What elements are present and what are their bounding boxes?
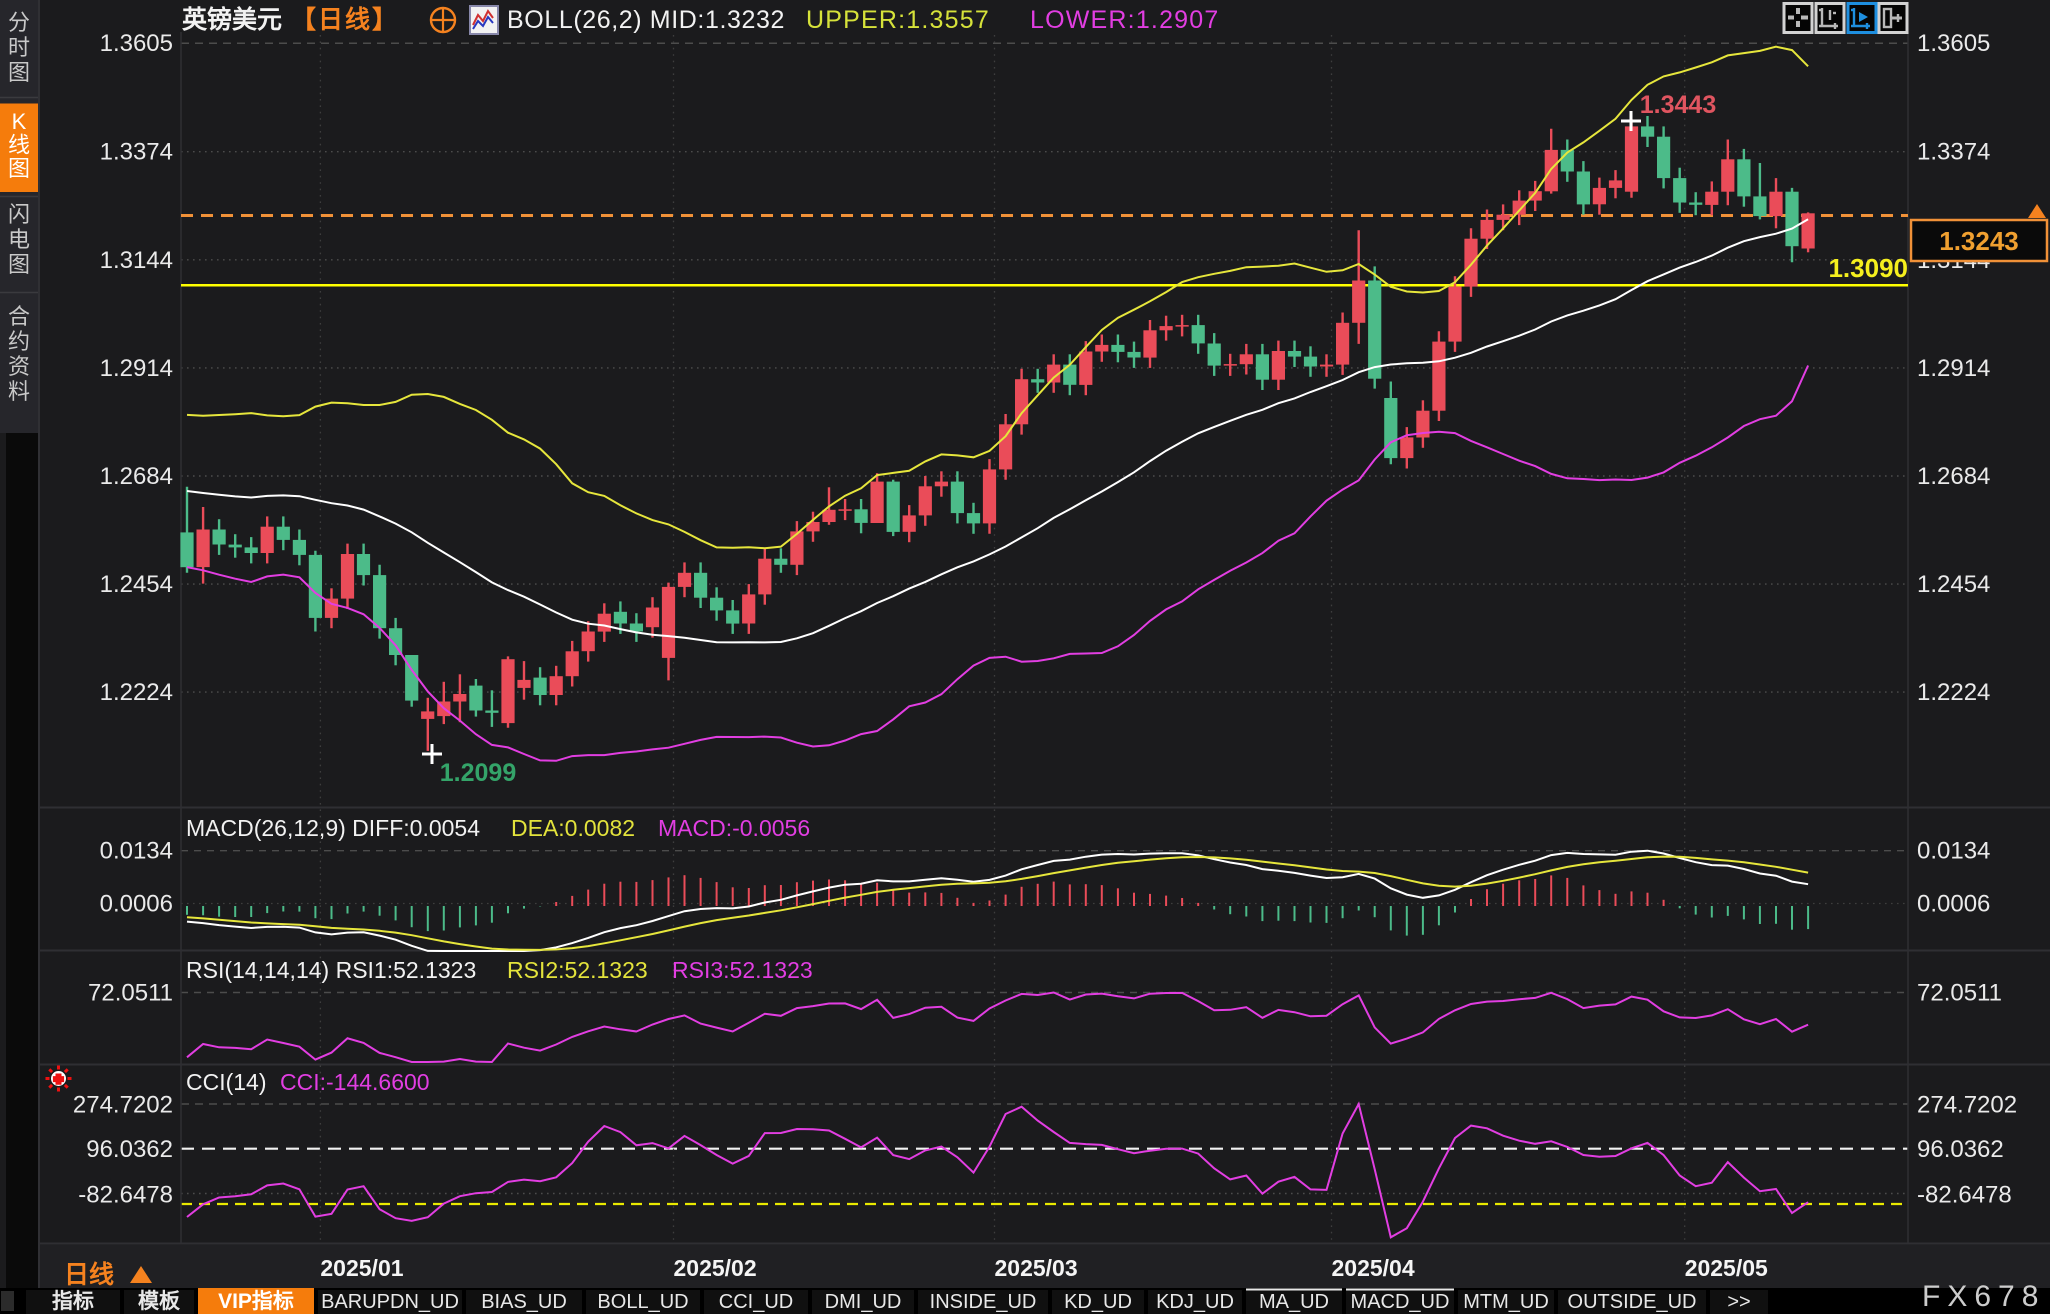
svg-text:BOLL(26,2) MID:1.3232: BOLL(26,2) MID:1.3232: [507, 6, 785, 34]
svg-text:MACD:-0.0056: MACD:-0.0056: [658, 815, 810, 841]
svg-text:VIP指标: VIP指标: [218, 1289, 294, 1313]
svg-text:0.0006: 0.0006: [1917, 891, 1990, 918]
svg-text:0.0006: 0.0006: [100, 891, 173, 918]
svg-text:日线: 日线: [64, 1260, 114, 1289]
svg-text:1.3374: 1.3374: [1917, 139, 1990, 166]
svg-text:KD_UD: KD_UD: [1064, 1291, 1132, 1313]
svg-text:时: 时: [8, 35, 30, 60]
svg-text:MTM_UD: MTM_UD: [1463, 1291, 1549, 1313]
svg-text:1.2454: 1.2454: [1917, 571, 1990, 598]
svg-text:电: 电: [8, 227, 30, 252]
svg-text:1.3605: 1.3605: [100, 30, 173, 57]
svg-text:INSIDE_UD: INSIDE_UD: [930, 1291, 1037, 1313]
svg-text:OUTSIDE_UD: OUTSIDE_UD: [1568, 1291, 1697, 1313]
svg-text:KDJ_UD: KDJ_UD: [1156, 1291, 1234, 1313]
svg-text:1.3243: 1.3243: [1939, 226, 2019, 256]
svg-text:1.2454: 1.2454: [100, 571, 173, 598]
svg-text:-82.6478: -82.6478: [78, 1182, 173, 1209]
svg-text:1.3443: 1.3443: [1640, 91, 1716, 119]
svg-text:FX678: FX678: [1922, 1280, 2045, 1313]
svg-text:图: 图: [8, 60, 30, 85]
svg-text:2025/05: 2025/05: [1685, 1255, 1768, 1281]
svg-text:CCI_UD: CCI_UD: [719, 1291, 793, 1313]
svg-text:英镑美元: 英镑美元: [182, 5, 282, 34]
svg-text:1.3090: 1.3090: [1828, 253, 1908, 283]
svg-text:96.0362: 96.0362: [1917, 1136, 2004, 1163]
svg-text:1.2224: 1.2224: [100, 679, 173, 706]
svg-text:1.2099: 1.2099: [440, 759, 516, 787]
svg-text:MACD_UD: MACD_UD: [1351, 1291, 1450, 1313]
svg-text:图: 图: [8, 252, 30, 277]
svg-text:2025/03: 2025/03: [995, 1255, 1078, 1281]
svg-text:DMI_UD: DMI_UD: [825, 1291, 902, 1313]
svg-text:BOLL_UD: BOLL_UD: [597, 1291, 688, 1313]
svg-text:2025/02: 2025/02: [674, 1255, 757, 1281]
svg-text:2025/04: 2025/04: [1332, 1255, 1415, 1281]
svg-text:0.0134: 0.0134: [100, 838, 173, 865]
svg-text:【日线】: 【日线】: [291, 5, 399, 34]
svg-text:-82.6478: -82.6478: [1917, 1182, 2012, 1209]
svg-text:1.2224: 1.2224: [1917, 679, 1990, 706]
svg-text:1.2914: 1.2914: [100, 355, 173, 382]
svg-text:料: 料: [8, 379, 30, 404]
svg-text:约: 约: [8, 329, 30, 354]
svg-text:分: 分: [8, 10, 30, 35]
svg-text:闪: 闪: [8, 202, 30, 227]
svg-text:MACD(26,12,9) DIFF:0.0054: MACD(26,12,9) DIFF:0.0054: [186, 815, 480, 841]
svg-text:72.0511: 72.0511: [1917, 980, 2002, 1007]
svg-text:BARUPDN_UD: BARUPDN_UD: [321, 1291, 459, 1313]
svg-text:1.3374: 1.3374: [100, 139, 173, 166]
svg-text:图: 图: [8, 156, 30, 181]
svg-text:1.3144: 1.3144: [100, 247, 173, 274]
svg-text:LOWER:1.2907: LOWER:1.2907: [1030, 6, 1220, 34]
svg-text:MA_UD: MA_UD: [1259, 1291, 1329, 1313]
svg-text:UPPER:1.3557: UPPER:1.3557: [806, 6, 990, 34]
svg-text:合: 合: [8, 304, 30, 329]
svg-text:RSI2:52.1323: RSI2:52.1323: [507, 957, 648, 983]
svg-text:RSI3:52.1323: RSI3:52.1323: [672, 957, 813, 983]
svg-text:K: K: [12, 109, 27, 134]
svg-text:模板: 模板: [138, 1289, 181, 1313]
svg-text:96.0362: 96.0362: [86, 1136, 173, 1163]
svg-text:CCI:-144.6600: CCI:-144.6600: [280, 1069, 430, 1095]
svg-text:BIAS_UD: BIAS_UD: [481, 1291, 567, 1313]
svg-text:>>: >>: [1727, 1291, 1750, 1313]
svg-text:线: 线: [8, 133, 30, 158]
svg-text:资: 资: [8, 354, 30, 379]
svg-text:1.2684: 1.2684: [1917, 463, 1990, 490]
svg-text:0.0134: 0.0134: [1917, 838, 1990, 865]
svg-text:CCI(14): CCI(14): [186, 1069, 267, 1095]
svg-text:1.3605: 1.3605: [1917, 30, 1990, 57]
svg-text:72.0511: 72.0511: [88, 980, 173, 1007]
svg-text:DEA:0.0082: DEA:0.0082: [511, 815, 635, 841]
svg-text:指标: 指标: [52, 1289, 94, 1313]
svg-text:274.7202: 274.7202: [73, 1092, 173, 1119]
svg-text:1.2914: 1.2914: [1917, 355, 1990, 382]
svg-text:274.7202: 274.7202: [1917, 1092, 2017, 1119]
svg-text:1.2684: 1.2684: [100, 463, 173, 490]
svg-text:RSI(14,14,14) RSI1:52.1323: RSI(14,14,14) RSI1:52.1323: [186, 957, 476, 983]
svg-text:2025/01: 2025/01: [320, 1255, 403, 1281]
